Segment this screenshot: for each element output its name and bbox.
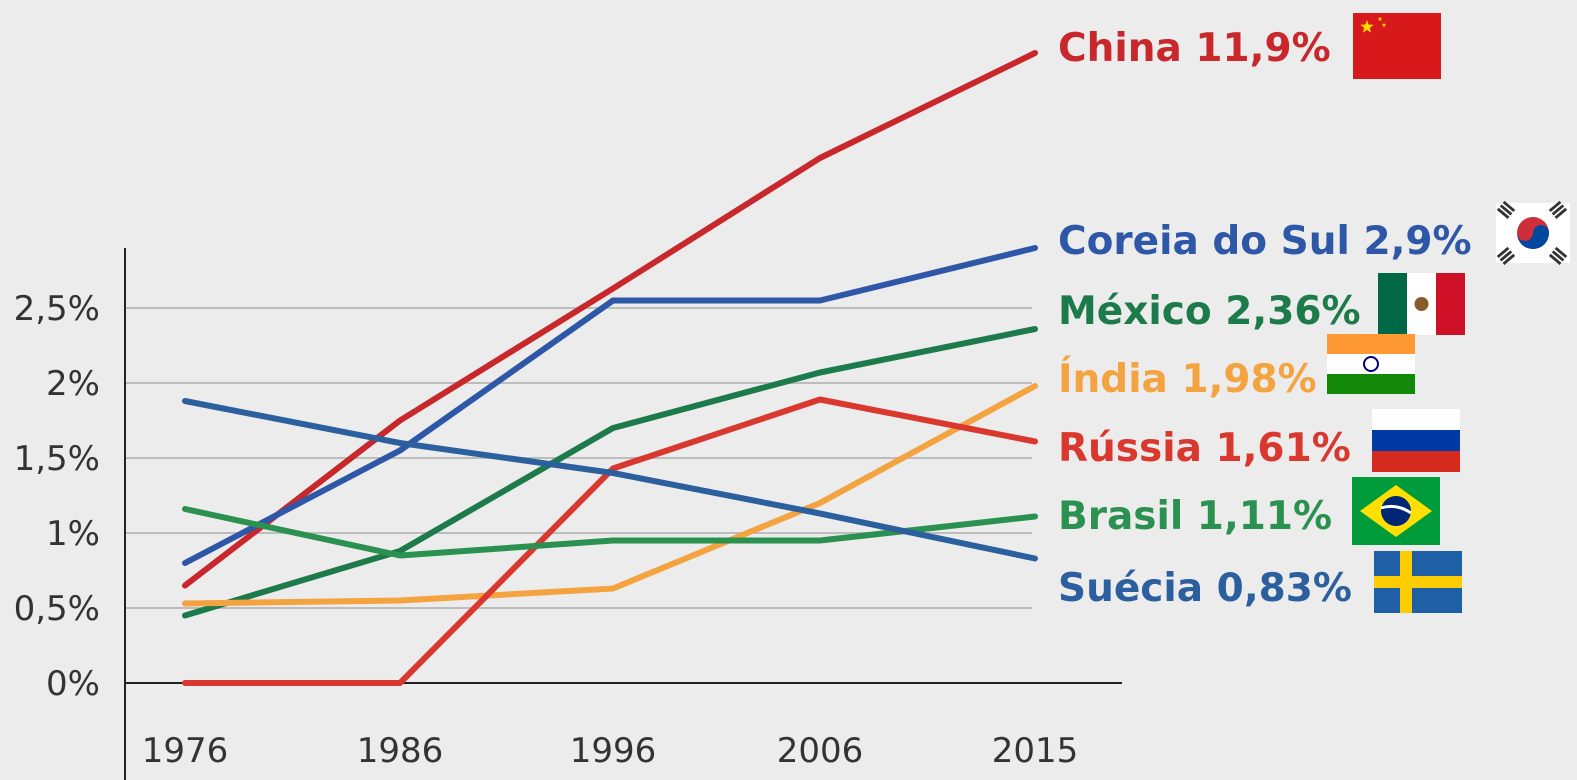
- russia-flag-icon: [1372, 409, 1460, 472]
- x-tick-label: 1976: [142, 731, 229, 771]
- y-axis-ticks: 0% 0,5% 1% 1,5% 2% 2,5%: [14, 289, 100, 704]
- x-tick-label: 1996: [570, 731, 657, 771]
- end-label-india: Índia 1,98%: [1058, 355, 1317, 402]
- series-lines: [182, 50, 1038, 686]
- mexico-flag-icon: [1378, 273, 1465, 335]
- series-line-russia: [182, 396, 1038, 686]
- y-tick-label: 1,5%: [14, 439, 100, 479]
- end-label-russia: Rússia 1,61%: [1058, 426, 1351, 471]
- end-label-coreia-do-sul: Coreia do Sul 2,9%: [1058, 219, 1472, 264]
- series-line-india: [182, 383, 1038, 607]
- y-tick-label: 0,5%: [14, 589, 100, 629]
- x-axis-ticks: 1976 1986 1996 2006 2015: [142, 731, 1079, 771]
- china-flag-icon: [1353, 13, 1441, 79]
- india-flag-icon: [1327, 334, 1415, 394]
- x-tick-label: 2015: [992, 731, 1079, 771]
- y-tick-label: 0%: [46, 664, 100, 704]
- y-tick-label: 2%: [46, 364, 100, 404]
- x-tick-label: 2006: [777, 731, 864, 771]
- south-korea-flag-icon: [1496, 200, 1570, 265]
- end-label-china: China 11,9%: [1058, 26, 1331, 71]
- end-label-brasil: Brasil 1,11%: [1058, 494, 1332, 539]
- series-line-brasil: [182, 506, 1038, 559]
- y-tick-label: 1%: [46, 514, 100, 554]
- series-line-coreia-do-sul: [182, 245, 1038, 566]
- series-line-mexico: [182, 326, 1038, 619]
- end-label-mexico: México 2,36%: [1058, 289, 1361, 334]
- series-line-china: [182, 50, 1038, 589]
- end-label-suecia: Suécia 0,83%: [1058, 566, 1352, 611]
- y-tick-label: 2,5%: [14, 289, 100, 329]
- series-line-suecia: [182, 398, 1038, 562]
- flags: [1327, 13, 1570, 613]
- end-labels: China 11,9% Coreia do Sul 2,9% México 2,36…: [1058, 26, 1472, 611]
- gridlines: [125, 307, 1032, 609]
- sweden-flag-icon: [1374, 551, 1462, 613]
- x-tick-label: 1986: [357, 731, 444, 771]
- brazil-flag-icon: [1352, 477, 1440, 545]
